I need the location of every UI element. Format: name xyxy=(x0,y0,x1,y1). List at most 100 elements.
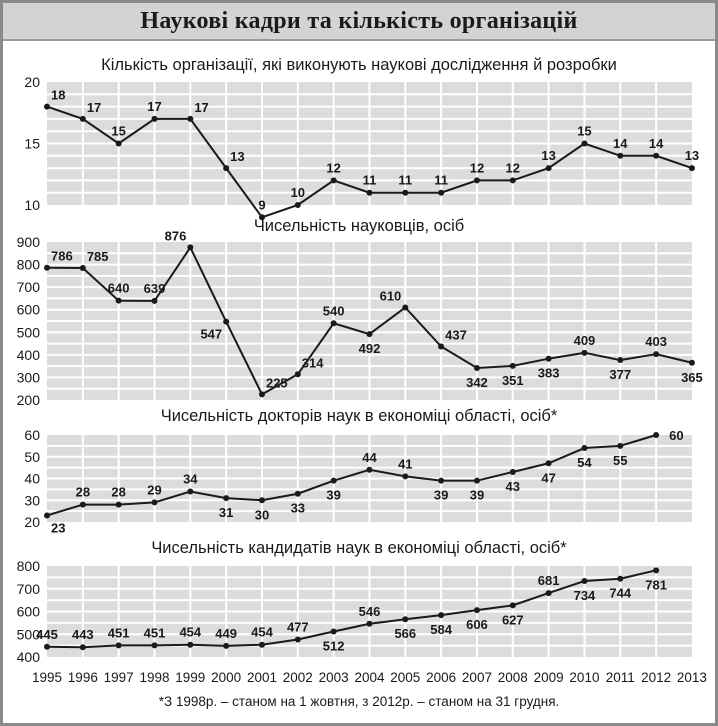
x-tick-label: 1997 xyxy=(104,670,134,685)
data-point xyxy=(509,177,516,184)
data-point xyxy=(187,488,194,495)
data-label: 876 xyxy=(165,228,187,243)
x-tick-label: 2012 xyxy=(641,670,671,685)
y-tick-label: 400 xyxy=(17,649,41,665)
data-label: 43 xyxy=(506,479,520,494)
data-point xyxy=(581,140,588,147)
y-tick-label: 800 xyxy=(17,558,41,574)
chart-title: Чисельність науковців, осіб xyxy=(254,217,464,235)
data-label: 60 xyxy=(669,428,683,443)
data-label: 12 xyxy=(470,160,484,175)
data-label: 17 xyxy=(87,100,101,115)
data-label: 566 xyxy=(394,626,416,641)
data-point xyxy=(438,343,445,350)
data-point xyxy=(151,115,158,122)
x-tick-label: 1996 xyxy=(68,670,98,685)
data-point xyxy=(294,636,301,643)
data-label: 14 xyxy=(613,136,628,151)
x-tick-label: 2004 xyxy=(354,670,385,685)
data-label: 492 xyxy=(359,341,381,356)
x-tick-label: 2011 xyxy=(606,670,635,685)
data-label: 23 xyxy=(51,520,65,535)
x-tick-label: 2013 xyxy=(677,670,707,685)
data-label: 13 xyxy=(230,149,244,164)
data-point xyxy=(258,497,265,504)
data-point xyxy=(653,152,660,159)
data-label: 437 xyxy=(445,328,467,343)
data-point xyxy=(330,477,337,484)
data-point xyxy=(258,391,265,398)
data-point xyxy=(366,331,373,338)
data-point xyxy=(617,575,624,582)
data-point xyxy=(258,214,265,221)
data-label: 786 xyxy=(51,249,73,264)
data-label: 44 xyxy=(362,450,377,465)
data-point xyxy=(258,641,265,648)
data-point xyxy=(688,359,695,366)
data-point xyxy=(79,644,86,651)
data-label: 34 xyxy=(183,472,198,487)
x-tick-label: 2006 xyxy=(426,670,456,685)
data-point xyxy=(438,189,445,196)
data-point xyxy=(294,202,301,208)
y-tick-label: 800 xyxy=(17,257,41,273)
data-point xyxy=(509,362,516,369)
data-point xyxy=(330,628,337,635)
data-label: 734 xyxy=(574,588,596,603)
data-label: 639 xyxy=(144,281,166,296)
data-label: 39 xyxy=(470,488,484,503)
data-label: 10 xyxy=(291,185,305,200)
data-label: 15 xyxy=(111,124,125,139)
data-point xyxy=(473,177,480,184)
y-tick-label: 300 xyxy=(17,369,41,385)
data-point xyxy=(115,642,122,649)
data-label: 33 xyxy=(291,501,305,516)
x-tick-label: 2010 xyxy=(569,670,599,685)
y-tick-label: 700 xyxy=(17,279,41,295)
data-point xyxy=(509,602,516,609)
data-point xyxy=(473,477,480,484)
page-title: Наукові кадри та кількість організацій xyxy=(140,7,578,34)
data-label: 13 xyxy=(685,148,699,163)
data-label: 512 xyxy=(323,639,345,654)
data-point xyxy=(473,364,480,371)
y-tick-label: 50 xyxy=(24,449,40,465)
data-label: 681 xyxy=(538,573,560,588)
y-tick-label: 60 xyxy=(24,427,40,443)
data-point xyxy=(617,152,624,159)
data-point xyxy=(545,460,552,467)
data-point xyxy=(581,445,588,452)
header-band: Наукові кадри та кількість організацій xyxy=(3,3,715,41)
data-point xyxy=(79,501,86,508)
data-label: 39 xyxy=(326,488,340,503)
data-label: 449 xyxy=(215,626,237,641)
data-point xyxy=(330,177,337,184)
data-point xyxy=(509,468,516,475)
data-point xyxy=(545,165,552,172)
data-point xyxy=(581,578,588,585)
data-label: 351 xyxy=(502,373,524,388)
data-label: 451 xyxy=(144,625,166,640)
data-label: 785 xyxy=(87,249,109,264)
data-label: 445 xyxy=(36,627,58,642)
data-label: 610 xyxy=(380,288,402,303)
data-point xyxy=(187,641,194,648)
x-tick-label: 2005 xyxy=(390,670,420,685)
data-label: 41 xyxy=(398,456,412,471)
data-label: 55 xyxy=(613,453,627,468)
data-point xyxy=(438,612,445,619)
data-label: 443 xyxy=(72,627,94,642)
data-label: 627 xyxy=(502,612,524,627)
data-point xyxy=(402,189,409,196)
x-tick-label: 2001 xyxy=(247,670,277,685)
data-label: 12 xyxy=(506,160,520,175)
data-line xyxy=(46,569,657,649)
x-tick-label: 1995 xyxy=(32,670,62,685)
data-label: 365 xyxy=(681,370,703,385)
data-point xyxy=(545,590,552,597)
data-line xyxy=(46,434,657,517)
x-tick-label: 2002 xyxy=(283,670,313,685)
data-label: 744 xyxy=(609,586,631,601)
data-point xyxy=(402,304,409,311)
